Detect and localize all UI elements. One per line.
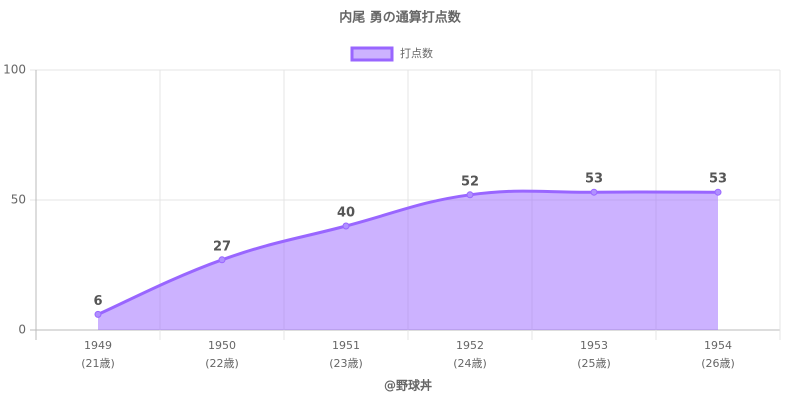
value-label: 53 — [709, 172, 727, 187]
y-tick-label: 50 — [11, 193, 26, 207]
value-label: 40 — [337, 206, 355, 221]
value-label: 6 — [93, 294, 102, 309]
x-axis-label: @野球丼 — [384, 378, 432, 393]
x-tick-sublabel: (24歳) — [453, 357, 487, 370]
x-tick-label: 1953 — [580, 339, 608, 352]
point — [218, 256, 226, 264]
x-tick-label: 1950 — [208, 339, 236, 352]
value-label: 52 — [461, 174, 479, 189]
value-label: 27 — [213, 239, 231, 254]
x-tick-label: 1951 — [332, 339, 360, 352]
point — [342, 222, 350, 230]
x-tick-label: 1949 — [84, 339, 112, 352]
chart-title: 内尾 勇の通算打点数 — [339, 10, 462, 26]
area — [98, 191, 718, 330]
x-tick-sublabel: (23歳) — [329, 357, 363, 370]
y-tick-label: 0 — [18, 323, 26, 337]
x-tick-sublabel: (26歳) — [701, 357, 735, 370]
y-tick-label: 100 — [3, 63, 26, 77]
x-tick-sublabel: (21歳) — [81, 357, 115, 370]
point — [590, 188, 598, 196]
point — [714, 188, 722, 196]
x-tick-label: 1952 — [456, 339, 484, 352]
x-tick-sublabel: (22歳) — [205, 357, 239, 370]
x-tick-sublabel: (25歳) — [577, 357, 611, 370]
point — [466, 191, 474, 199]
x-tick-label: 1954 — [704, 339, 732, 352]
legend-label: 打点数 — [400, 46, 433, 60]
line — [97, 189, 719, 316]
point — [94, 310, 102, 318]
value-label: 53 — [585, 172, 603, 187]
legend-swatch — [350, 46, 394, 62]
